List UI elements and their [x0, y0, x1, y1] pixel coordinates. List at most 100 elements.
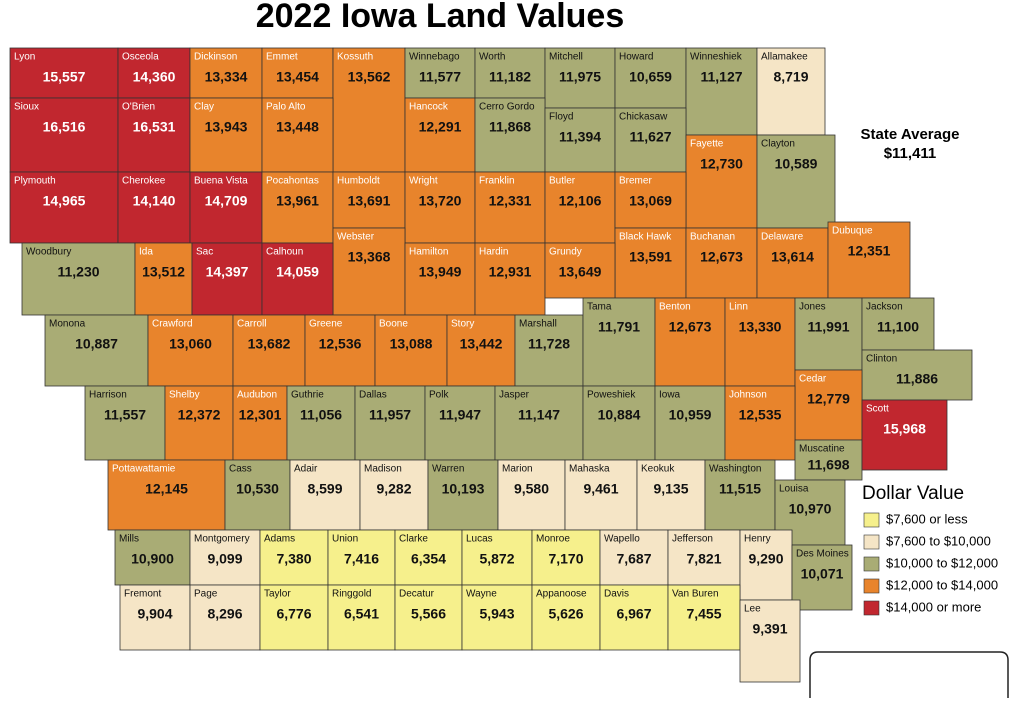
- county: [461, 584, 533, 651]
- county-name: Woodbury: [26, 247, 71, 258]
- county: [724, 297, 796, 387]
- county-name: Audubon: [237, 390, 277, 401]
- county-value: 12,730: [700, 156, 743, 172]
- county: [564, 459, 638, 531]
- county-name: Hancock: [409, 102, 449, 113]
- county-name: Pottawattamie: [112, 464, 176, 475]
- county-value: 5,943: [479, 606, 514, 622]
- county-name: Pocahontas: [266, 176, 319, 187]
- legend-swatch: [863, 512, 880, 528]
- county-value: 12,372: [178, 407, 221, 423]
- county-value: 7,416: [344, 551, 379, 567]
- county: [704, 459, 776, 531]
- county-value: 11,886: [896, 371, 938, 387]
- county-value: 9,580: [514, 481, 549, 497]
- county-value: 13,720: [419, 193, 462, 209]
- county-name: Palo Alto: [266, 102, 306, 113]
- county: [107, 459, 226, 531]
- county-value: 13,060: [169, 336, 212, 352]
- county: [394, 529, 463, 586]
- county-name: Allamakee: [761, 52, 808, 63]
- county-name: Wapello: [604, 534, 640, 545]
- county-value: 10,589: [775, 156, 818, 172]
- county-value: 13,330: [739, 319, 782, 335]
- county-value: 14,709: [205, 193, 248, 209]
- county: [332, 47, 406, 173]
- counties: Lyon 15,557 Osceola 14,360 Dickinson 13,334 Em…: [9, 47, 973, 683]
- county-value: 12,301: [239, 407, 282, 423]
- county-value: 10,887: [75, 336, 118, 352]
- county-name: Mahaska: [569, 464, 610, 475]
- county: [189, 171, 263, 244]
- county-name: Monona: [49, 319, 86, 330]
- county: [327, 529, 396, 586]
- county-name: Winneshiek: [690, 52, 743, 63]
- county: [404, 47, 476, 99]
- county-value: 8,599: [307, 481, 342, 497]
- county-name: Scott: [866, 404, 889, 415]
- county: [259, 584, 329, 651]
- county: [531, 584, 601, 651]
- county-name: Page: [194, 589, 218, 600]
- county-name: Jasper: [499, 390, 530, 401]
- county-name: Plymouth: [14, 176, 56, 187]
- county-name: Calhoun: [266, 247, 303, 258]
- county: [289, 459, 361, 531]
- county-name: Crawford: [152, 319, 193, 330]
- county-value: 13,691: [348, 193, 391, 209]
- county-value: 12,931: [489, 264, 532, 280]
- county-name: Mitchell: [549, 52, 583, 63]
- county-value: 12,779: [807, 391, 850, 407]
- county: [667, 584, 741, 651]
- county: [756, 47, 826, 136]
- county-name: Monroe: [536, 534, 570, 545]
- county-value: 14,397: [206, 264, 249, 280]
- county-name: Lee: [744, 604, 761, 615]
- county-value: 13,682: [248, 336, 291, 352]
- county: [424, 385, 496, 461]
- county-name: Clayton: [761, 139, 795, 150]
- county-value: 12,331: [489, 193, 532, 209]
- county: [404, 242, 476, 316]
- county-value: 9,282: [376, 481, 411, 497]
- county-name: Ringgold: [332, 589, 371, 600]
- county-name: Lyon: [14, 52, 35, 63]
- county-name: Howard: [619, 52, 653, 63]
- county-value: 9,461: [583, 481, 618, 497]
- county: [461, 529, 533, 586]
- county-name: Clarke: [399, 534, 428, 545]
- county-value: 10,659: [629, 69, 672, 85]
- county: [614, 107, 687, 173]
- county-name: Benton: [659, 302, 691, 313]
- county: [9, 171, 119, 244]
- county-value: 15,557: [43, 69, 86, 85]
- county-name: Lucas: [466, 534, 493, 545]
- county-value: 7,821: [686, 551, 721, 567]
- state-average-label: State Average: [861, 126, 960, 143]
- county: [654, 385, 726, 461]
- county-value: 11,868: [489, 119, 531, 135]
- legend-swatch: [863, 534, 880, 550]
- county-value: 11,957: [369, 407, 411, 423]
- county-value: 12,106: [559, 193, 602, 209]
- county-name: Humboldt: [337, 176, 380, 187]
- county: [191, 242, 263, 316]
- county-value: 8,719: [773, 69, 808, 85]
- county-name: Keokuk: [641, 464, 675, 475]
- county-name: Johnson: [729, 390, 767, 401]
- county-value: 11,698: [807, 457, 849, 473]
- county: [474, 47, 546, 99]
- county: [147, 314, 234, 387]
- county-value: 9,391: [752, 621, 787, 637]
- county: [332, 171, 406, 229]
- county: [756, 134, 836, 229]
- county: [636, 459, 706, 531]
- county-value: 13,448: [276, 119, 319, 135]
- county-value: 12,291: [419, 119, 462, 135]
- county: [514, 314, 584, 387]
- county-name: Shelby: [169, 390, 200, 401]
- county-name: Davis: [604, 589, 629, 600]
- county: [685, 134, 758, 229]
- county-name: Montgomery: [194, 534, 250, 545]
